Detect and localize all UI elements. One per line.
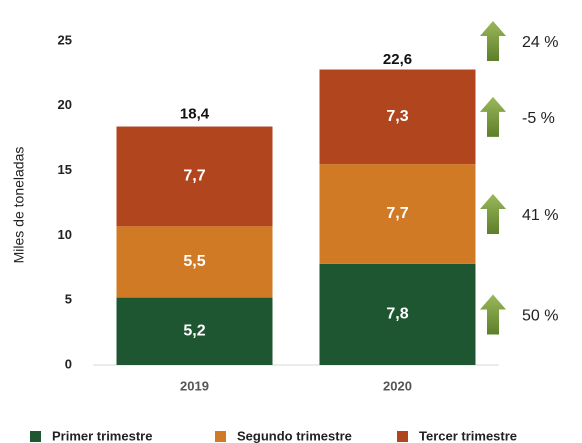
x-tick-label: 2019 xyxy=(180,378,209,393)
bar-segment xyxy=(116,126,273,227)
legend-swatch xyxy=(30,431,41,442)
legend-label: Primer trimestre xyxy=(52,428,152,443)
change-label: 50 % xyxy=(522,308,558,325)
value-label: 5,2 xyxy=(183,323,205,340)
y-tick-label: 20 xyxy=(58,97,72,112)
bar-segment xyxy=(319,69,476,165)
value-label: 5,5 xyxy=(183,253,205,270)
value-label: 7,3 xyxy=(386,108,408,125)
value-label: 7,7 xyxy=(386,205,408,222)
change-arrow xyxy=(480,294,506,335)
legend-label: Segundo trimestre xyxy=(237,428,352,443)
bar-segment xyxy=(319,164,476,264)
total-label: 22,6 xyxy=(383,51,412,68)
legend-label: Tercer trimestre xyxy=(419,428,517,443)
y-tick-label: 15 xyxy=(58,162,72,177)
change-label: 41 % xyxy=(522,207,558,224)
value-label: 7,7 xyxy=(183,168,205,185)
y-axis-label: Miles de toneladas xyxy=(11,147,27,264)
value-label: 7,8 xyxy=(386,306,408,323)
y-tick-label: 0 xyxy=(65,356,72,371)
change-arrow xyxy=(480,21,506,61)
bar-segment xyxy=(319,263,476,365)
bar-segment xyxy=(116,297,273,365)
change-arrow xyxy=(480,194,506,235)
total-label: 18,4 xyxy=(180,106,210,123)
change-label: 24 % xyxy=(522,34,558,51)
legend-swatch xyxy=(397,431,408,442)
bar-segment xyxy=(116,226,273,298)
y-tick-label: 25 xyxy=(58,32,72,47)
change-label: -5 % xyxy=(522,110,555,127)
change-arrow xyxy=(480,96,506,137)
y-tick-label: 10 xyxy=(58,227,72,242)
legend-swatch xyxy=(215,431,226,442)
y-tick-label: 5 xyxy=(65,292,72,307)
x-tick-label: 2020 xyxy=(383,378,412,393)
